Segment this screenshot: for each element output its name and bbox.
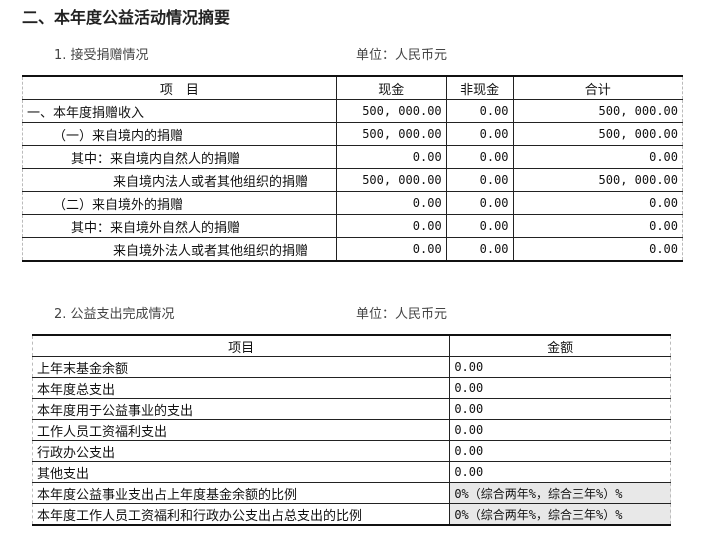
cash-value: 500, 000.00 bbox=[335, 99, 447, 123]
table-row: 其中：来自境外自然人的捐赠 0.00 0.00 0.00 bbox=[22, 214, 684, 238]
cash-value: 0.00 bbox=[335, 237, 447, 262]
header-item: 项 目 bbox=[22, 75, 337, 100]
expenses-subtitle: 2. 公益支出完成情况 bbox=[54, 307, 175, 322]
row-label: 本年度用于公益事业的支出 bbox=[31, 398, 451, 420]
table-row: （二）来自境外的捐赠 0.00 0.00 0.00 bbox=[22, 191, 684, 215]
amount-value: 0%（综合两年%，综合三年%）% bbox=[449, 482, 671, 504]
header-total: 合计 bbox=[512, 75, 684, 100]
cash-value: 500, 000.00 bbox=[335, 168, 447, 192]
noncash-value: 0.00 bbox=[445, 145, 514, 169]
amount-value: 0%（综合两年%，综合三年%）% bbox=[449, 503, 671, 526]
table-row: 一、本年度捐赠收入 500, 000.00 0.00 500, 000.00 bbox=[22, 99, 684, 123]
total-value: 0.00 bbox=[512, 191, 684, 215]
row-label: 来自境内法人或者其他组织的捐赠 bbox=[22, 168, 337, 192]
row-label: 本年度工作人员工资福利和行政办公支出占总支出的比例 bbox=[31, 503, 451, 526]
row-label: 其中：来自境内自然人的捐赠 bbox=[22, 145, 337, 169]
amount-value: 0.00 bbox=[449, 398, 671, 420]
total-value: 500, 000.00 bbox=[512, 168, 684, 192]
cash-value: 0.00 bbox=[335, 214, 447, 238]
noncash-value: 0.00 bbox=[445, 122, 514, 146]
row-label: 其中：来自境外自然人的捐赠 bbox=[22, 214, 337, 238]
table-row: 来自境外法人或者其他组织的捐赠 0.00 0.00 0.00 bbox=[22, 237, 684, 262]
amount-value: 0.00 bbox=[449, 440, 671, 462]
header-noncash: 非现金 bbox=[445, 75, 514, 100]
table-row: 本年度总支出 0.00 bbox=[31, 377, 671, 399]
section-title: 二、本年度公益活动情况摘要 bbox=[22, 8, 231, 27]
noncash-value: 0.00 bbox=[445, 214, 514, 238]
header-item: 项目 bbox=[31, 334, 451, 357]
amount-value: 0.00 bbox=[449, 356, 671, 378]
table-row: 来自境内法人或者其他组织的捐赠 500, 000.00 0.00 500, 000.0… bbox=[22, 168, 684, 192]
row-label: 来自境外法人或者其他组织的捐赠 bbox=[22, 237, 337, 262]
table-header-row: 项 目 现金 非现金 合计 bbox=[22, 75, 684, 100]
row-label: （二）来自境外的捐赠 bbox=[22, 191, 337, 215]
row-label: 其他支出 bbox=[31, 461, 451, 483]
expenses-table: 项目 金额 上年末基金余额 0.00 本年度总支出 0.00 本年度用于公益事业的支出 0… bbox=[31, 334, 671, 526]
row-label: （一）来自境内的捐赠 bbox=[22, 122, 337, 146]
header-cash: 现金 bbox=[335, 75, 447, 100]
donations-subtitle: 1. 接受捐赠情况 bbox=[54, 48, 149, 63]
total-value: 0.00 bbox=[512, 214, 684, 238]
cash-value: 0.00 bbox=[335, 145, 447, 169]
row-label: 工作人员工资福利支出 bbox=[31, 419, 451, 441]
noncash-value: 0.00 bbox=[445, 191, 514, 215]
amount-value: 0.00 bbox=[449, 377, 671, 399]
header-amount: 金额 bbox=[449, 334, 671, 357]
donations-table: 项 目 现金 非现金 合计 一、本年度捐赠收入 500, 000.00 0.00 50… bbox=[22, 75, 684, 262]
table-row: 行政办公支出 0.00 bbox=[31, 440, 671, 462]
row-label: 本年度总支出 bbox=[31, 377, 451, 399]
cash-value: 0.00 bbox=[335, 191, 447, 215]
row-label: 一、本年度捐赠收入 bbox=[22, 99, 337, 123]
row-label: 本年度公益事业支出占上年度基金余额的比例 bbox=[31, 482, 451, 504]
table-row: 本年度用于公益事业的支出 0.00 bbox=[31, 398, 671, 420]
row-label: 行政办公支出 bbox=[31, 440, 451, 462]
total-value: 0.00 bbox=[512, 237, 684, 262]
table-row: 本年度工作人员工资福利和行政办公支出占总支出的比例 0%（综合两年%，综合三年%）… bbox=[31, 503, 671, 526]
table-row: 其他支出 0.00 bbox=[31, 461, 671, 483]
noncash-value: 0.00 bbox=[445, 168, 514, 192]
cash-value: 500, 000.00 bbox=[335, 122, 447, 146]
table-row: 其中：来自境内自然人的捐赠 0.00 0.00 0.00 bbox=[22, 145, 684, 169]
table-row: 上年末基金余额 0.00 bbox=[31, 356, 671, 378]
table-row: 工作人员工资福利支出 0.00 bbox=[31, 419, 671, 441]
noncash-value: 0.00 bbox=[445, 237, 514, 262]
total-value: 0.00 bbox=[512, 145, 684, 169]
table-header-row: 项目 金额 bbox=[31, 334, 671, 357]
row-label: 上年末基金余额 bbox=[31, 356, 451, 378]
total-value: 500, 000.00 bbox=[512, 99, 684, 123]
table-row: （一）来自境内的捐赠 500, 000.00 0.00 500, 000.00 bbox=[22, 122, 684, 146]
amount-value: 0.00 bbox=[449, 419, 671, 441]
noncash-value: 0.00 bbox=[445, 99, 514, 123]
table-row: 本年度公益事业支出占上年度基金余额的比例 0%（综合两年%，综合三年%）% bbox=[31, 482, 671, 504]
donations-unit: 单位：人民币元 bbox=[356, 48, 448, 63]
amount-value: 0.00 bbox=[449, 461, 671, 483]
expenses-unit: 单位：人民币元 bbox=[356, 307, 448, 322]
total-value: 500, 000.00 bbox=[512, 122, 684, 146]
